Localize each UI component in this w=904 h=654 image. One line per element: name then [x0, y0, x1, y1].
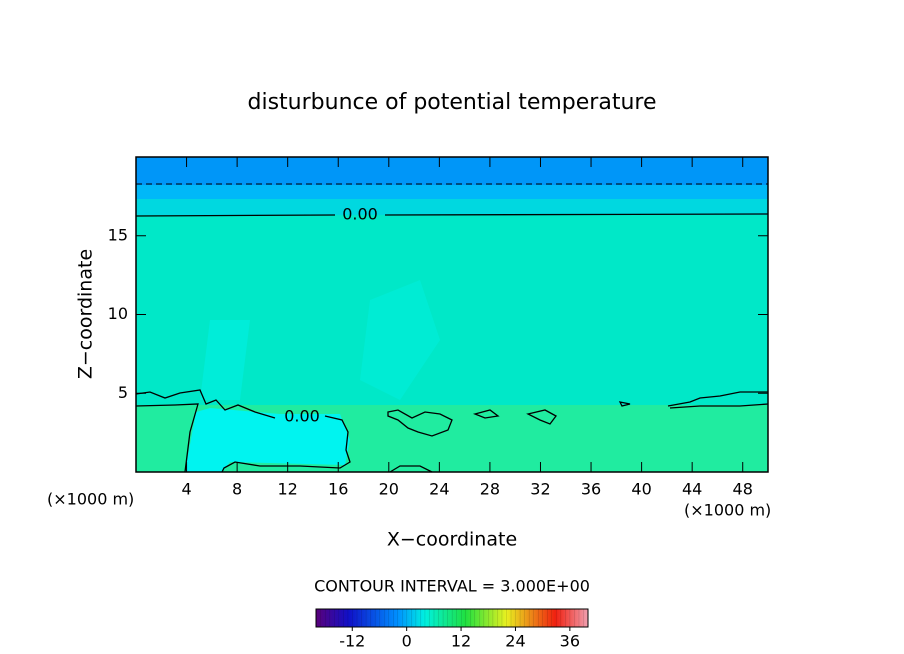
y-tick-label: 5	[118, 383, 128, 402]
contour-label: 0.00	[342, 205, 378, 224]
x-tick-label: 28	[480, 480, 500, 499]
x-tick-label: 36	[581, 480, 601, 499]
colorbar-tick-label: 36	[560, 632, 580, 651]
y-axis-label: Z−coordinate	[75, 249, 97, 379]
x-unit: (×1000 m)	[684, 501, 771, 520]
x-tick-label: 8	[232, 480, 242, 499]
chart-title: disturbunce of potential temperature	[248, 90, 657, 115]
x-tick-label: 4	[181, 480, 191, 499]
x-tick-label: 48	[733, 480, 753, 499]
x-tick-label: 32	[530, 480, 550, 499]
x-tick-label: 20	[379, 480, 399, 499]
y-tick-label: 15	[108, 225, 128, 244]
colorbar-tick-label: 24	[505, 632, 525, 651]
colorbar-tick-label: 0	[402, 632, 412, 651]
colorbar-tick-label: -12	[339, 632, 365, 651]
colorbar-frame	[315, 608, 589, 628]
x-tick-label: 44	[682, 480, 702, 499]
x-tick-label: 16	[328, 480, 348, 499]
contour-interval: CONTOUR INTERVAL = 3.000E+00	[314, 577, 590, 596]
x-unit: (×1000 m)	[47, 490, 134, 509]
colorbar-tick-label: 12	[451, 632, 471, 651]
x-tick-label: 40	[631, 480, 651, 499]
contour-fill	[136, 157, 768, 472]
contour-line	[135, 213, 769, 217]
contour-label: 0.00	[284, 407, 320, 426]
x-tick-label: 12	[278, 480, 298, 499]
x-axis-label: X−coordinate	[387, 529, 517, 551]
y-tick-label: 10	[108, 304, 128, 323]
x-tick-label: 24	[429, 480, 449, 499]
contour-line	[135, 389, 769, 473]
